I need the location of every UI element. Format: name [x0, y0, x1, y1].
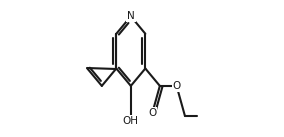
- Text: O: O: [172, 81, 181, 91]
- Text: N: N: [127, 11, 135, 21]
- Text: O: O: [148, 108, 156, 118]
- Text: OH: OH: [123, 116, 139, 126]
